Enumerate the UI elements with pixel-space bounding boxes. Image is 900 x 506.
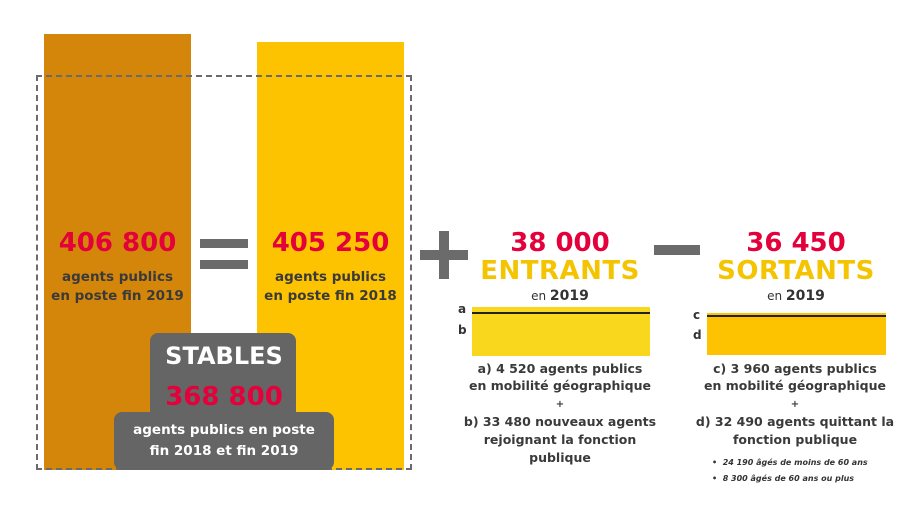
stock-2019-label-2: en poste fin 2019 xyxy=(51,288,184,304)
entrants-title: ENTRANTS xyxy=(480,256,640,286)
sortants-bullet-2: • 8 300 âgés de 60 ans ou plus xyxy=(712,474,855,483)
entrants-plus: + xyxy=(555,399,565,410)
sortants-desc-d-2: fonction publique xyxy=(732,432,858,447)
entrants-desc-a-1: a) 4 520 agents publics xyxy=(477,361,643,376)
entrants-year-prefix: en xyxy=(531,289,547,303)
stock-2018-label-1: agents publics xyxy=(275,269,386,285)
entrants-value: 38 000 xyxy=(510,228,610,258)
minus-sign-icon xyxy=(654,245,700,255)
stables-value: 368 800 xyxy=(165,382,283,412)
sortants-desc-d-1: d) 32 490 agents quittant la xyxy=(695,414,895,429)
sortants-bullet-2-text: 8 300 âgés de 60 ans ou plus xyxy=(722,474,855,483)
entrants-bar-divider xyxy=(472,312,650,314)
sortants-year-value: 2019 xyxy=(785,288,825,304)
stables-title: STABLES xyxy=(165,342,283,370)
sortants-bar xyxy=(707,313,886,355)
stock-2019-label-1: agents publics xyxy=(62,269,173,285)
sortants-bullet-list: • 24 190 âgés de moins de 60 ans • 8 300… xyxy=(712,455,897,487)
sortants-title: SORTANTS xyxy=(717,256,875,286)
stables-label-2: fin 2018 et fin 2019 xyxy=(149,443,299,459)
entrants-desc-b-1: b) 33 480 nouveaux agents xyxy=(463,414,657,429)
entrants-letter-b: b xyxy=(458,323,467,337)
sortants-bullet-1: • 24 190 âgés de moins de 60 ans xyxy=(712,458,868,467)
sortants-letter-c: c xyxy=(693,308,701,322)
sortants-year: en 2019 xyxy=(706,288,886,304)
entrants-desc-a-2: en mobilité géographique xyxy=(469,378,651,393)
sortants-desc-c-1: c) 3 960 agents publics xyxy=(713,361,877,376)
equals-sign-icon xyxy=(200,239,248,271)
stock-2018-label-2: en poste fin 2018 xyxy=(264,288,397,304)
stables-box-top xyxy=(150,333,296,421)
stock-2018-value: 405 250 xyxy=(271,228,390,258)
sortants-year-prefix: en xyxy=(767,289,783,303)
stables-box-bottom xyxy=(114,412,334,470)
stock-2019-value: 406 800 xyxy=(58,228,177,258)
entrants-desc-b-3: publique xyxy=(529,450,591,465)
sortants-value: 36 450 xyxy=(746,228,846,258)
plus-sign-icon xyxy=(420,231,468,279)
entrants-year-value: 2019 xyxy=(549,288,589,304)
sortants-bar-divider xyxy=(707,315,886,317)
stables-label-1: agents publics en poste xyxy=(133,422,315,438)
sortants-bullet-1-text: 24 190 âgés de moins de 60 ans xyxy=(722,458,868,467)
entrants-year: en 2019 xyxy=(470,288,650,304)
sortants-desc-c-2: en mobilité géographique xyxy=(704,378,886,393)
sortants-letter-d: d xyxy=(693,328,702,342)
sortants-plus: + xyxy=(790,399,800,410)
entrants-desc-b-2: rejoignant la fonction xyxy=(483,432,637,447)
entrants-bar xyxy=(472,307,650,356)
entrants-letter-a: a xyxy=(458,302,467,316)
